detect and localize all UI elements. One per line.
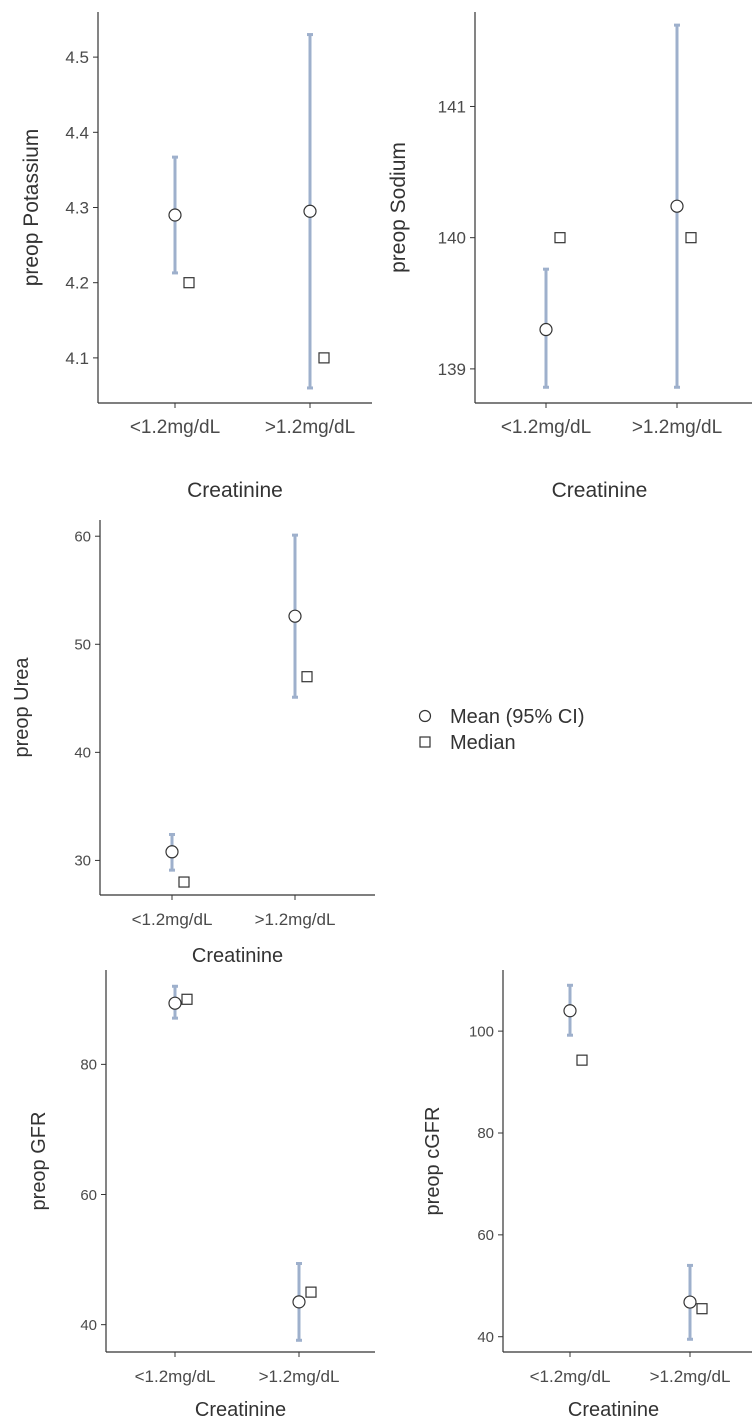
y-tick-label: 4.5 (65, 48, 89, 67)
legend: Mean (95% CI) Median (418, 706, 585, 754)
x-axis-title: Creatinine (552, 479, 648, 502)
mean-point (563, 1004, 577, 1018)
chart-panel-5: 40 60 80 100 <1.2mg/dL >1.2mg/dL Creatinine pre… (422, 970, 752, 1421)
chart-panel-1: 4.1 4.2 4.3 4.4 4.5 <1.2mg/dL >1.2mg/dL Creatin… (20, 12, 372, 502)
x-tick-label: <1.2mg/dL (132, 910, 213, 929)
mean-point (670, 199, 684, 213)
x-axis-title: Creatinine (192, 945, 283, 967)
y-axis-title: preop cGFR (422, 1107, 444, 1216)
y-tick-label: 139 (438, 360, 466, 379)
y-tick-label: 100 (469, 1023, 494, 1040)
mean-point (303, 204, 317, 218)
legend-mean-symbol (418, 709, 432, 723)
mean-point (683, 1295, 697, 1309)
y-tick-label: 40 (74, 745, 91, 762)
y-tick-label: 141 (438, 97, 466, 116)
x-tick-label: >1.2mg/dL (650, 1367, 731, 1386)
legend-median-symbol (419, 736, 431, 748)
y-tick-label: 60 (74, 528, 91, 545)
y-tick-label: 60 (80, 1187, 97, 1204)
x-tick-label: >1.2mg/dL (632, 417, 722, 438)
y-tick-label: 4.4 (65, 123, 89, 142)
x-tick-label: <1.2mg/dL (135, 1367, 216, 1386)
y-axis-title: preop Urea (11, 657, 33, 758)
median-point (696, 1303, 708, 1315)
median-point (181, 993, 193, 1005)
mean-point (168, 208, 182, 222)
y-tick-label: 4.2 (65, 274, 89, 293)
legend-mean-label: Mean (95% CI) (450, 706, 585, 728)
x-axis-title: Creatinine (187, 479, 283, 502)
y-tick-label: 40 (80, 1317, 97, 1334)
y-tick-label: 4.1 (65, 349, 89, 368)
median-point (305, 1286, 317, 1298)
y-axis-title: preop Potassium (20, 129, 43, 287)
y-tick-label: 80 (80, 1057, 97, 1074)
x-tick-label: >1.2mg/dL (259, 1367, 340, 1386)
legend-median-label: Median (450, 732, 516, 754)
y-tick-label: 80 (477, 1125, 494, 1142)
x-axis-title: Creatinine (568, 1399, 659, 1421)
chart-panel-4: 40 60 80 <1.2mg/dL >1.2mg/dL Creatinine preop … (28, 970, 375, 1421)
mean-point (288, 609, 302, 623)
median-point (183, 277, 195, 289)
x-tick-label: >1.2mg/dL (265, 417, 355, 438)
y-axis-title: preop GFR (28, 1112, 50, 1211)
mean-point (292, 1295, 306, 1309)
median-point (178, 876, 190, 888)
mean-point (539, 322, 553, 337)
y-tick-label: 4.3 (65, 198, 89, 217)
y-tick-label: 50 (74, 637, 91, 654)
median-point (685, 232, 697, 244)
x-axis-title: Creatinine (195, 1399, 286, 1421)
median-point (576, 1054, 588, 1066)
y-tick-label: 40 (477, 1329, 494, 1346)
y-axis-title: preop Sodium (387, 142, 410, 273)
y-tick-label: 60 (477, 1227, 494, 1244)
chart-panel-3: 30 40 50 60 <1.2mg/dL >1.2mg/dL Creatinine preo… (11, 520, 375, 967)
x-tick-label: >1.2mg/dL (255, 910, 336, 929)
median-point (554, 232, 566, 244)
chart-panel-2: 139 140 141 <1.2mg/dL >1.2mg/dL Creatinine pre… (387, 12, 752, 502)
y-tick-label: 140 (438, 229, 466, 248)
x-tick-label: <1.2mg/dL (530, 1367, 611, 1386)
x-tick-label: <1.2mg/dL (501, 417, 591, 438)
mean-point (165, 845, 179, 859)
x-tick-label: <1.2mg/dL (130, 417, 220, 438)
mean-point (168, 996, 182, 1010)
y-tick-label: 30 (74, 853, 91, 870)
median-point (301, 671, 313, 683)
median-point (318, 352, 330, 364)
